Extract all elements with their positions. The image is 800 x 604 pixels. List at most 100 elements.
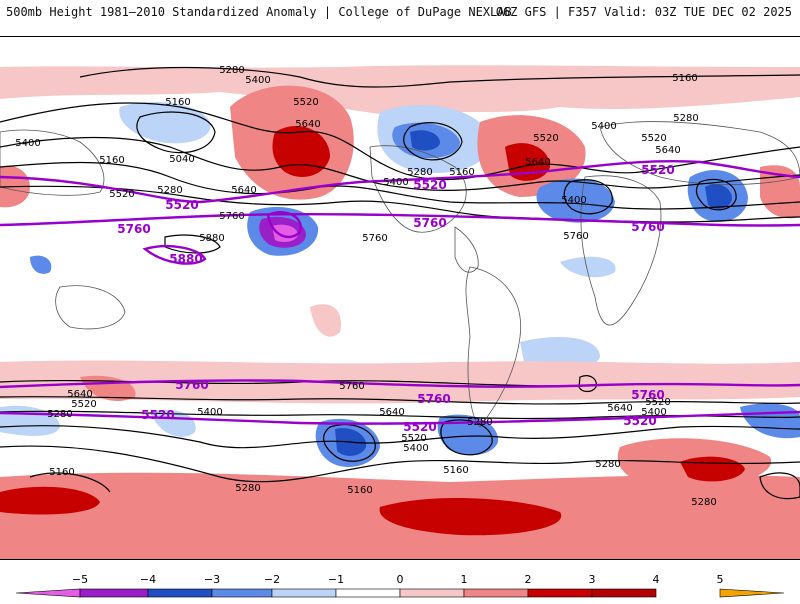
colorbar-swatch — [79, 588, 149, 598]
anomaly-neg2 — [437, 414, 499, 456]
contour-5880-closed — [142, 245, 207, 265]
contour-label-highlight: 5760 — [417, 392, 450, 406]
contour-label: 5880 — [199, 233, 224, 244]
contour-label: 5520 — [641, 133, 666, 144]
contour-label: 5160 — [49, 467, 74, 478]
contour-label-highlight: 5520 — [403, 420, 436, 434]
contour-label: 5400 — [561, 195, 586, 206]
contour-label: 5280 — [673, 113, 698, 124]
map-header: 500mb Height 1981–2010 Standardized Anom… — [0, 0, 800, 24]
anomaly-pos3 — [379, 497, 562, 536]
colorbar-tick: −5 — [72, 573, 88, 586]
map-frame: 5280 5400 5160 5160 5040 5400 5520 5280 … — [0, 36, 800, 560]
contour-closed — [563, 179, 613, 215]
contour-5520-south — [0, 410, 800, 425]
contour-line — [0, 445, 800, 483]
contour-label: 5760 — [219, 211, 244, 222]
contour-label: 5280 — [47, 409, 72, 420]
anomaly-neg3 — [410, 130, 440, 151]
contour-label: 5280 — [219, 65, 244, 76]
anomaly-pos3 — [272, 126, 330, 177]
contour-5760-south — [0, 379, 800, 389]
australia-coast — [55, 285, 126, 330]
contour-label: 5640 — [379, 407, 404, 418]
colorbar-tick: 3 — [589, 573, 596, 586]
contour-closed — [695, 178, 737, 211]
contour-label: 5640 — [67, 389, 92, 400]
anomaly-pos3 — [0, 486, 100, 515]
central-america-coast — [454, 226, 479, 273]
anomaly-neg3 — [705, 184, 732, 209]
anomaly-pos2 — [760, 165, 800, 219]
contour-line — [0, 396, 800, 405]
colorbar-tick: −3 — [204, 573, 220, 586]
colorbar-swatch — [335, 588, 401, 598]
contour-label: 5520 — [645, 397, 670, 408]
contour-label: 5640 — [525, 157, 550, 168]
contour-label: 5280 — [157, 185, 182, 196]
contour-closed-low — [266, 210, 302, 239]
contour-label-highlight: 5760 — [413, 216, 446, 230]
map-title: 500mb Height 1981–2010 Standardized Anom… — [6, 5, 512, 19]
contour-label-highlight: 5520 — [413, 178, 446, 192]
contour-label: 5280 — [235, 483, 260, 494]
contour-label-highlight: 5760 — [631, 388, 664, 402]
contour-5760-north — [0, 212, 800, 227]
contour-label: 5280 — [467, 417, 492, 428]
black-contour-labels: 5280 5400 5160 5160 5040 5400 5520 5280 … — [15, 65, 716, 508]
contour-line — [0, 102, 800, 181]
colorbar-tick: 0 — [397, 573, 404, 586]
contour-label-highlight: 5520 — [641, 163, 674, 177]
colorbar: −5 −4 −3 −2 −1 0 1 2 3 4 5 — [0, 570, 800, 600]
contour-label: 5760 — [362, 233, 387, 244]
contour-label: 5520 — [401, 433, 426, 444]
contour-closed — [578, 375, 597, 393]
contour-label: 5280 — [595, 459, 620, 470]
contour-label: 5280 — [407, 167, 432, 178]
contour-label: 5160 — [449, 167, 474, 178]
colorbar-ticks: −5 −4 −3 −2 −1 0 1 2 3 4 5 — [72, 573, 724, 586]
colorbar-swatch — [399, 588, 465, 598]
contour-closed — [164, 234, 221, 254]
south-america-coast — [465, 266, 522, 428]
eurasia-coast — [599, 121, 800, 185]
contour-line — [79, 66, 800, 88]
contour-line — [29, 472, 111, 493]
colorbar-swatch — [147, 588, 213, 598]
anomaly-neg1 — [119, 102, 211, 144]
contour-label: 5160 — [672, 73, 697, 84]
anomaly-neg1 — [560, 256, 616, 278]
contour-label: 5040 — [169, 154, 194, 165]
contour-label-highlight: 5520 — [623, 414, 656, 428]
contour-label-highlight: 5880 — [169, 252, 202, 266]
colorbar-swatch — [719, 588, 785, 598]
colorbar-swatch — [591, 588, 657, 598]
contour-label: 5640 — [607, 403, 632, 414]
contour-label: 5160 — [165, 97, 190, 108]
contour-label: 5160 — [347, 485, 372, 496]
contour-line — [0, 185, 800, 223]
contour-label: 5520 — [109, 189, 134, 200]
colorbar-swatch — [271, 588, 337, 598]
contour-label: 5400 — [15, 138, 40, 149]
contour-closed — [323, 423, 376, 462]
contour-label: 5640 — [295, 119, 320, 130]
contour-label: 5640 — [655, 145, 680, 156]
coastlines — [0, 121, 800, 428]
anomaly-map: 5280 5400 5160 5160 5040 5400 5520 5280 … — [0, 37, 800, 559]
contour-label: 5400 — [197, 407, 222, 418]
colorbar-swatches — [15, 588, 785, 598]
contour-label: 5280 — [691, 497, 716, 508]
colorbar-tick: −4 — [140, 573, 156, 586]
colorbar-tick: −1 — [328, 573, 344, 586]
contour-label-highlight: 5760 — [117, 222, 150, 236]
contour-label: 5520 — [533, 133, 558, 144]
contour-line — [0, 425, 800, 449]
contour-label: 5400 — [245, 75, 270, 86]
colorbar-tick: −2 — [264, 573, 280, 586]
colorbar-swatch — [527, 588, 593, 598]
anomaly-neg2 — [536, 178, 615, 223]
contour-label-highlight: 5760 — [631, 220, 664, 234]
colorbar-tick: 1 — [461, 573, 468, 586]
contour-label-highlight: 5520 — [165, 198, 198, 212]
